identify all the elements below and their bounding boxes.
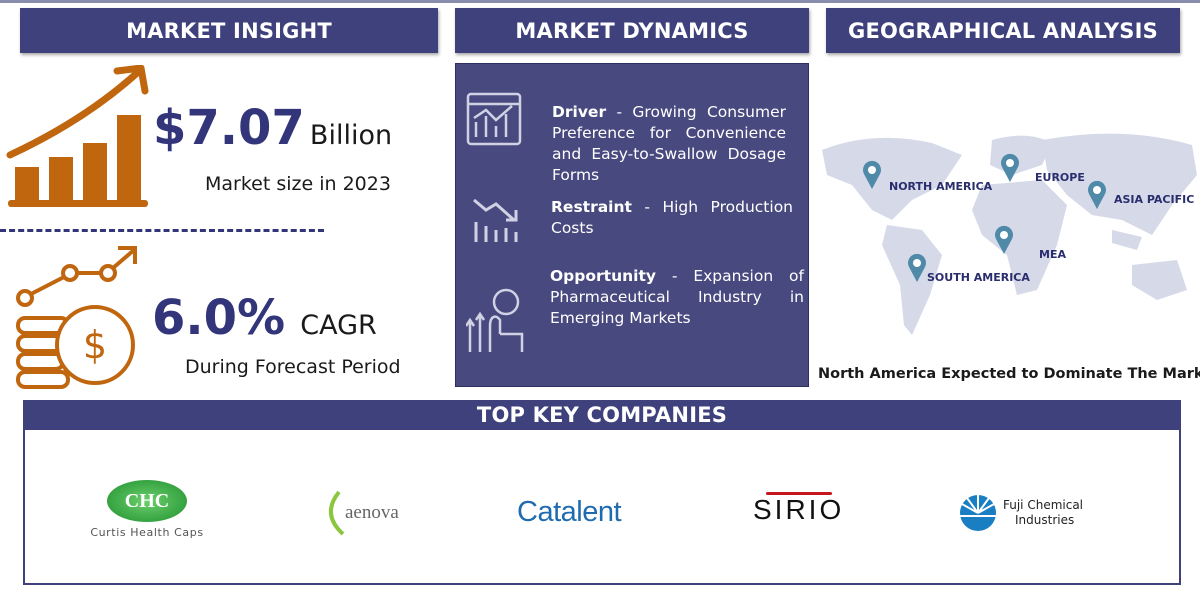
market-size-value: $7.07: [153, 100, 305, 156]
market-size-caption: Market size in 2023: [205, 173, 391, 195]
cagr-row: 6.0% CAGR: [152, 290, 377, 346]
map-pin-icon: [908, 253, 926, 282]
logo-sirio: SIRIO: [753, 492, 844, 525]
opportunity-text: Opportunity - Expansion of Pharmaceutica…: [550, 266, 804, 329]
divider: [0, 229, 324, 232]
sirio-bar: [765, 492, 832, 495]
market-insight-header: MARKET INSIGHT: [20, 8, 438, 53]
company-name-line2: Industries: [1015, 513, 1075, 527]
logo-fuji-chemical: Fuji Chemical Industries: [959, 494, 1083, 532]
company-name: Curtis Health Caps: [90, 526, 204, 539]
market-size-row: $7.07 Billion: [153, 100, 392, 156]
map-pin-icon: [995, 225, 1013, 254]
geographical-analysis-header: GEOGRAPHICAL ANALYSIS: [826, 8, 1180, 53]
driver-text: Driver - Growing Consumer Preference for…: [552, 102, 786, 186]
world-map: [822, 133, 1197, 335]
cagr-unit: CAGR: [300, 310, 377, 341]
market-size-unit: Billion: [309, 120, 393, 151]
map-pin-icon: [863, 160, 881, 189]
chc-mark: CHC: [107, 480, 187, 522]
company-name: aenova: [345, 502, 399, 523]
opportunity-label: Opportunity: [550, 267, 656, 285]
region-south-america: SOUTH AMERICA: [927, 271, 1030, 284]
restraint-text: Restraint - High Production Costs: [551, 197, 793, 239]
declining-chart-icon: [473, 198, 518, 242]
restraint-description: - High Production Costs: [551, 198, 793, 237]
top-key-companies-panel: TOP KEY COMPANIES CHC Curtis Health Caps…: [23, 400, 1181, 585]
opportunity-description: - Expansion of Pharmaceutical Industry i…: [550, 267, 804, 327]
region-north-america: NORTH AMERICA: [889, 180, 993, 193]
map-pin-icon: [1088, 180, 1106, 209]
analytics-dashboard-icon: [466, 92, 522, 146]
region-asia-pacific: ASIA PACIFIC: [1114, 193, 1195, 206]
map-pin-icon: [1001, 153, 1019, 182]
svg-text:$: $: [83, 323, 107, 367]
driver-description: - Growing Consumer Preference for Conven…: [552, 103, 786, 184]
company-name: SIRIO: [753, 494, 845, 525]
bar-chart-growth-icon: [6, 65, 149, 207]
geo-caption: North America Expected to Dominate The M…: [818, 366, 1200, 382]
company-name: Fuji Chemical: [1003, 498, 1084, 512]
logo-curtis-health-caps: CHC Curtis Health Caps: [77, 480, 217, 539]
logo-catalent: Catalent: [517, 496, 622, 529]
cagr-value: 6.0%: [152, 290, 286, 346]
fuji-emblem-icon: [960, 495, 996, 531]
driver-label: Driver: [552, 103, 607, 121]
market-dynamics-panel: Driver - Growing Consumer Preference for…: [455, 63, 809, 387]
restraint-label: Restraint: [551, 198, 632, 216]
coins-growth-icon: $: [16, 246, 137, 389]
cagr-caption: During Forecast Period: [185, 356, 401, 378]
top-key-companies-header: TOP KEY COMPANIES: [23, 400, 1181, 430]
top-border: [0, 0, 1200, 3]
region-europe: EUROPE: [1035, 171, 1085, 184]
region-mea: MEA: [1039, 248, 1066, 261]
logo-aenova: aenova: [325, 490, 399, 536]
aenova-swoosh-icon: [329, 490, 345, 536]
growth-hand-icon: [466, 288, 524, 352]
company-name: Catalent: [517, 496, 622, 528]
market-dynamics-header: MARKET DYNAMICS: [455, 8, 809, 53]
